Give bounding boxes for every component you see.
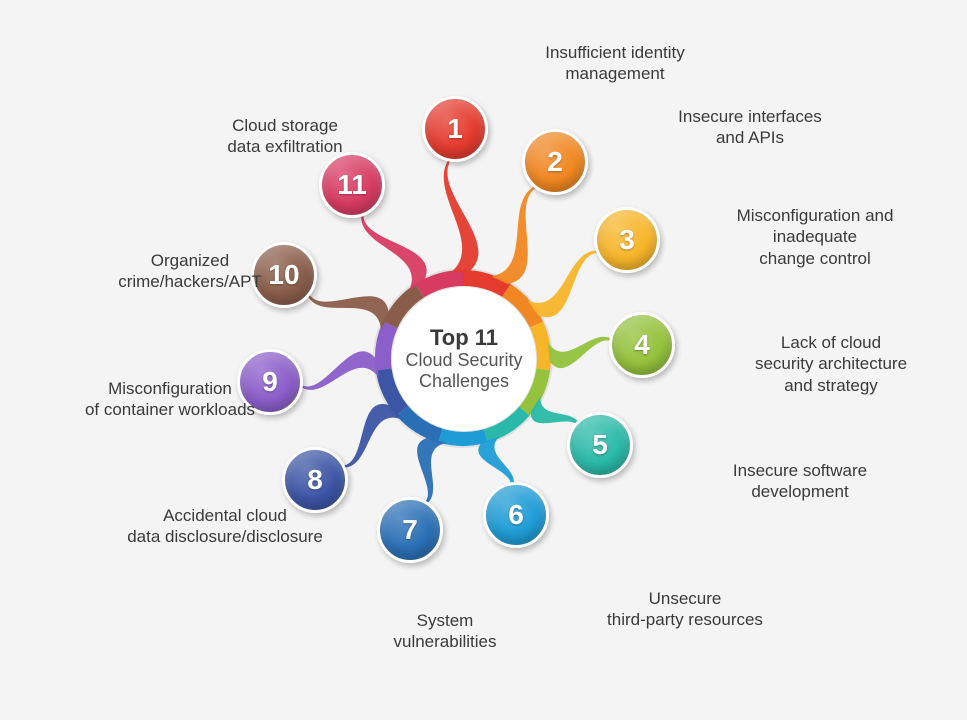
connector-swoosh (444, 153, 479, 272)
center-title: Top 11 (430, 326, 498, 350)
challenge-node-4: 4 (609, 312, 675, 378)
challenge-node-7: 7 (377, 497, 443, 563)
challenge-label-9: Misconfiguration of container workloads (50, 378, 290, 421)
challenge-label-10: Organized crime/hackers/APT (80, 250, 300, 293)
challenge-node-6: 6 (483, 482, 549, 548)
challenge-label-4: Lack of cloud security architecture and … (716, 332, 946, 396)
challenge-number: 3 (619, 224, 635, 256)
challenge-number: 4 (634, 329, 650, 361)
challenge-number: 1 (447, 113, 463, 145)
challenge-label-6: Unsecure third-party resources (565, 588, 805, 631)
connector-swoosh (294, 351, 379, 390)
challenge-label-7: System vulnerabilities (345, 610, 545, 653)
infographic-stage: Top 11 Cloud Security Challenges 1 2 3 4 5 6 7… (0, 0, 967, 720)
connector-swoosh (333, 404, 402, 468)
challenge-number: 11 (337, 169, 367, 201)
challenge-label-1: Insufficient identity management (500, 42, 730, 85)
challenge-node-8: 8 (282, 447, 348, 513)
connector-swoosh (361, 205, 426, 291)
challenge-node-5: 5 (567, 412, 633, 478)
challenge-label-5: Insecure software development (690, 460, 910, 503)
connector-swoosh (305, 284, 388, 330)
challenge-number: 6 (508, 499, 524, 531)
challenge-number: 2 (547, 146, 563, 178)
challenge-node-1: 1 (422, 96, 488, 162)
connector-swoosh (528, 251, 609, 317)
challenge-label-2: Insecure interfaces and APIs (635, 106, 865, 149)
connector-swoosh (416, 438, 446, 508)
challenge-node-2: 2 (522, 129, 588, 195)
challenge-number: 5 (592, 429, 608, 461)
challenge-node-11: 11 (319, 152, 385, 218)
challenge-number: 7 (402, 514, 418, 546)
center-subtitle: Cloud Security Challenges (392, 350, 536, 391)
challenge-label-11: Cloud storage data exfiltration (170, 115, 400, 158)
connector-swoosh (548, 337, 618, 368)
challenge-number: 8 (307, 464, 323, 496)
challenge-label-3: Misconfiguration and inadequate change c… (700, 205, 930, 269)
challenge-node-3: 3 (594, 207, 660, 273)
center-circle: Top 11 Cloud Security Challenges (391, 286, 537, 432)
challenge-label-8: Accidental cloud data disclosure/disclos… (95, 505, 355, 548)
connector-swoosh (491, 183, 545, 284)
